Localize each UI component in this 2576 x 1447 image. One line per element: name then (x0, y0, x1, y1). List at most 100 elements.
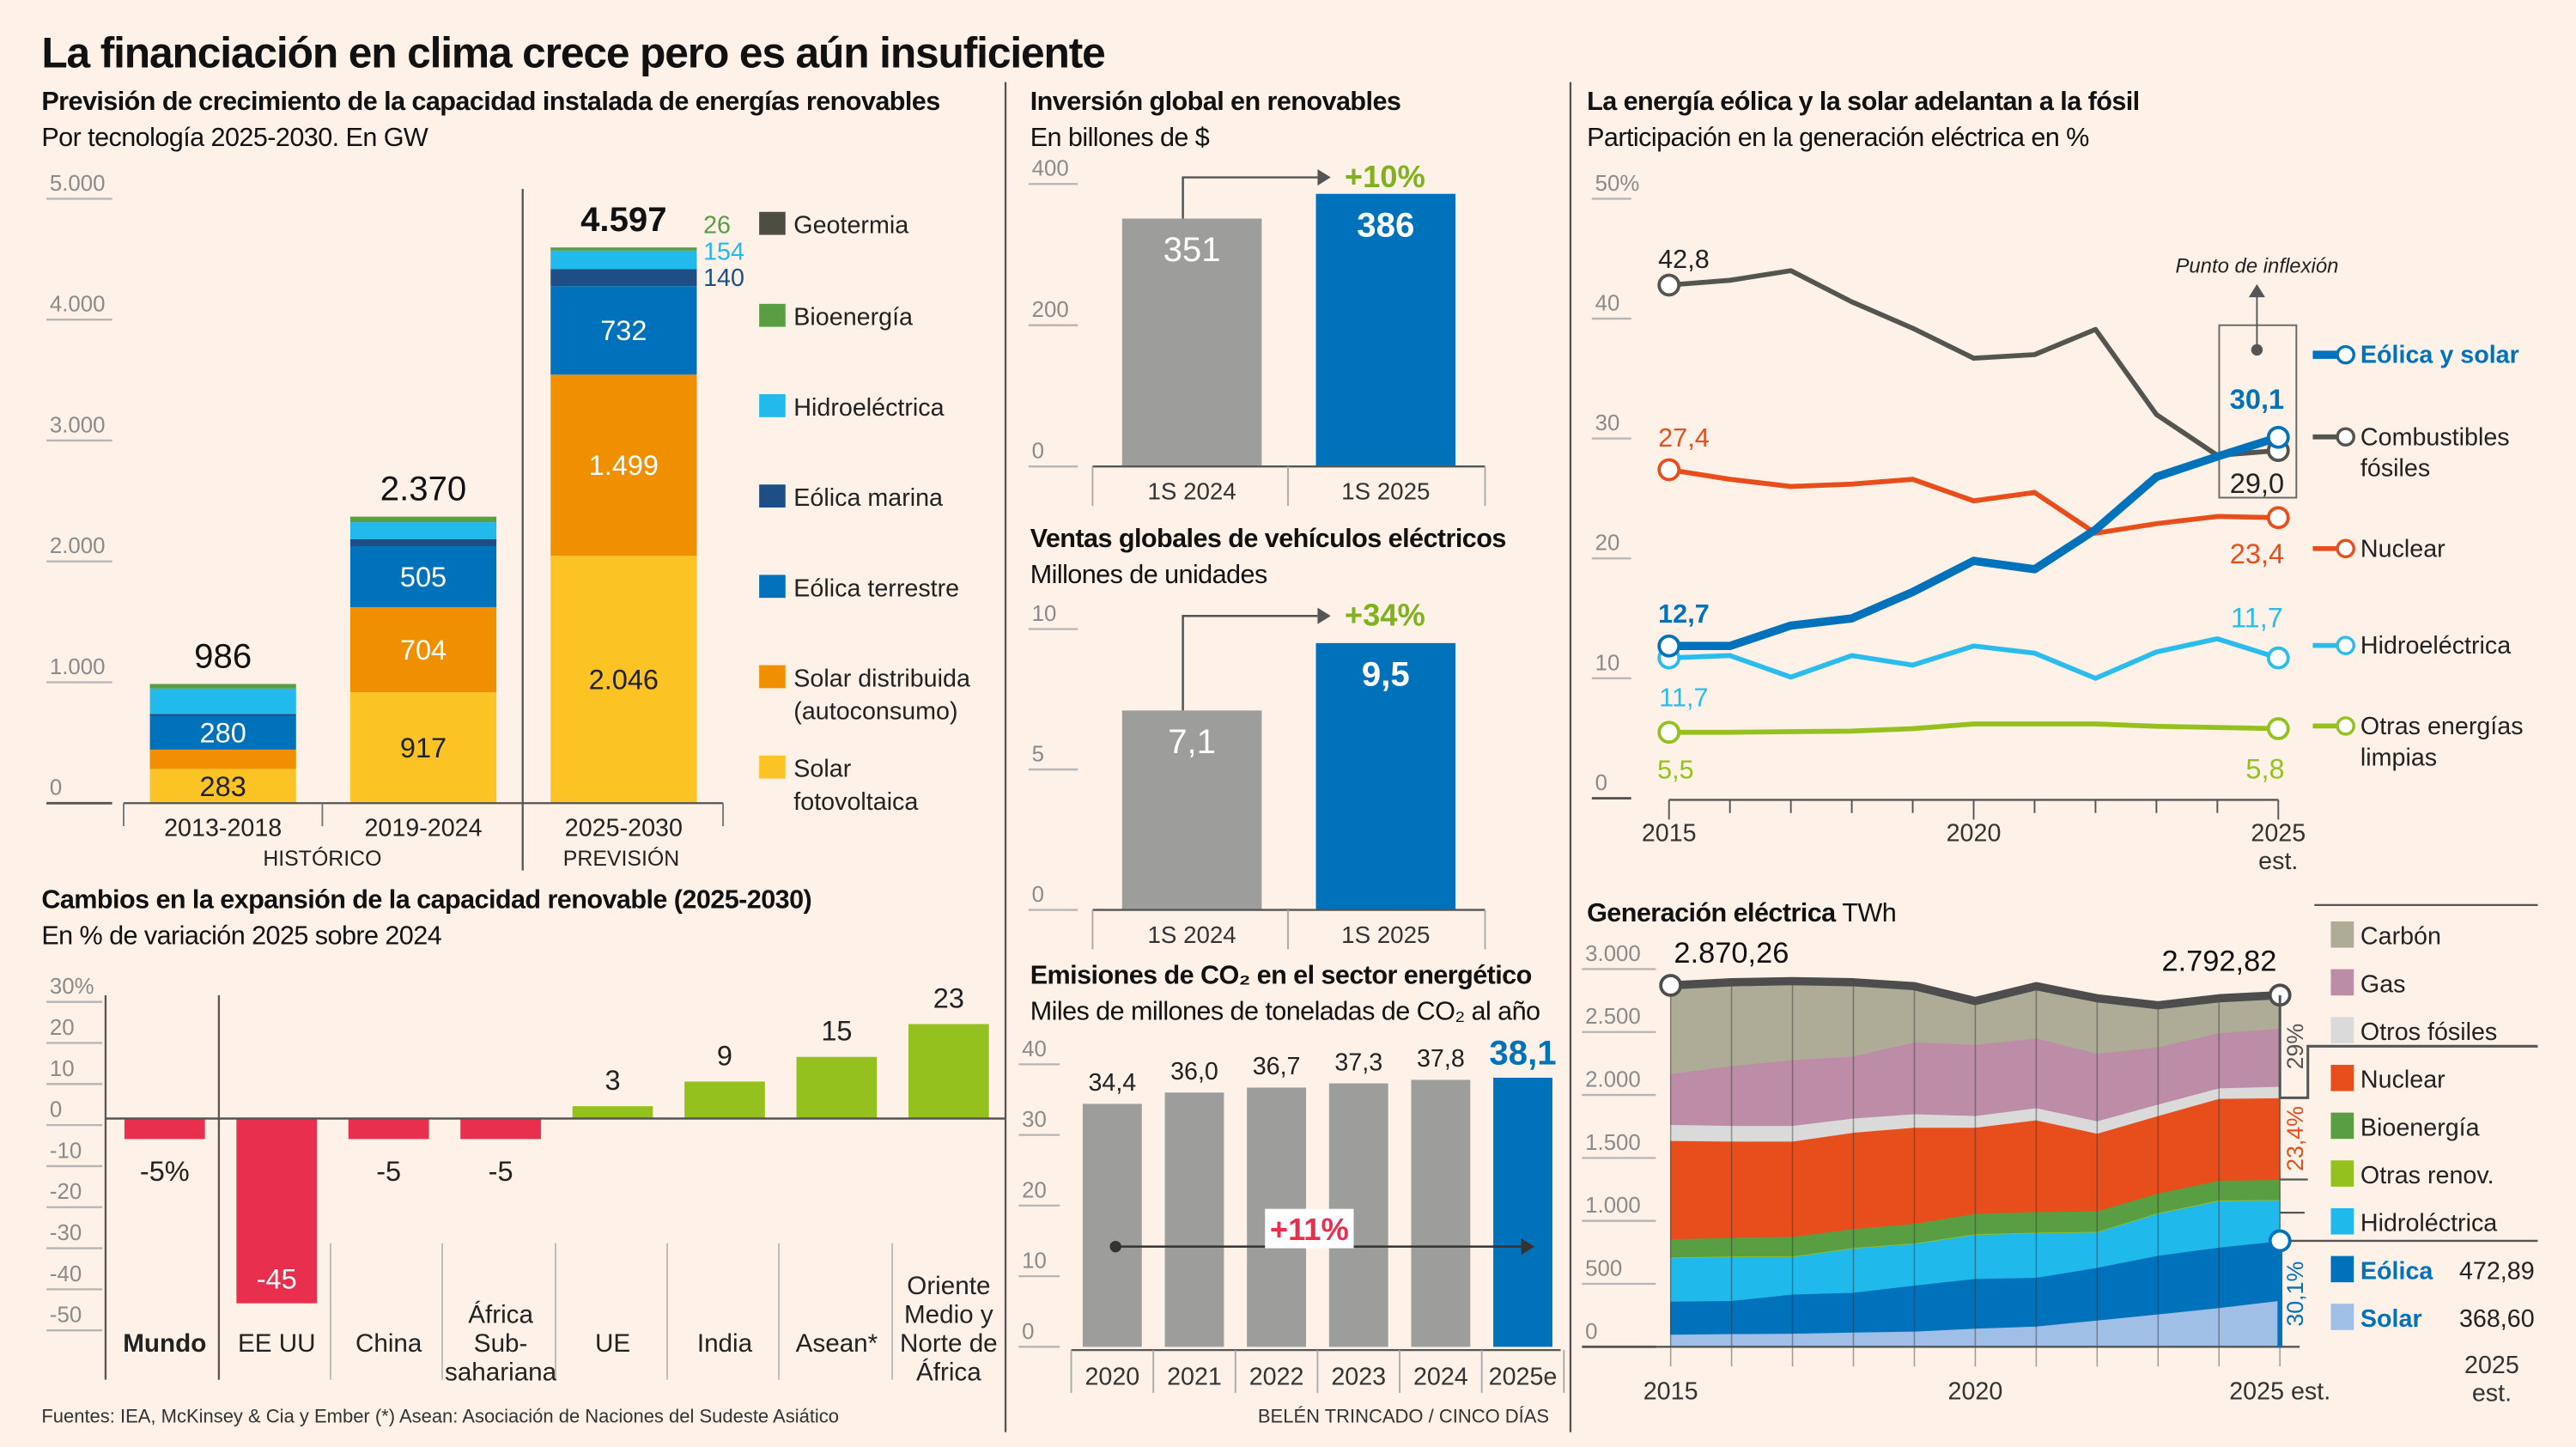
generation-chart-title: Generación eléctrica TWh (1587, 898, 1896, 927)
legend-swatch (2330, 1207, 2354, 1235)
series-endpoint (1657, 458, 1681, 482)
bar-value-label: 732 (600, 315, 647, 346)
x-tick-note: est. (2258, 848, 2298, 875)
x-category-label: EE UU (238, 1329, 316, 1358)
bar-value-label: 9 (717, 1040, 732, 1071)
share-chart-subtitle: Participación en la generación eléctrica… (1587, 123, 2089, 152)
series-endpoint (2266, 506, 2290, 530)
legend-marker (2336, 635, 2355, 655)
series-end-label: 5,8 (2245, 754, 2284, 785)
bar-segment (149, 714, 296, 716)
legend-label-line: Eólica terrestre (793, 575, 959, 602)
series-end-label: 11,7 (2231, 603, 2283, 634)
legend-footer: 2025 (2464, 1352, 2519, 1379)
legend-label-line: Geotermia (793, 212, 908, 240)
y-tick-label: 30 (1595, 411, 1620, 435)
x-category-label: India (697, 1329, 753, 1358)
y-tick-label: 10 (50, 1057, 75, 1081)
bar-value-label: -5% (140, 1156, 190, 1187)
investment-chart: 0 200 400 351 1S 2024 386 1S 2025 +10% (1028, 157, 1486, 507)
bar (1164, 1092, 1224, 1347)
x-category-label: Asean* (796, 1329, 878, 1358)
x-category-label: Norte de (900, 1329, 998, 1358)
x-category-label: 1S 2024 (1147, 921, 1236, 948)
bar-value-label: 9,5 (1362, 655, 1410, 694)
credit: BELÉN TRINCADO / CINCO DÍAS (1258, 1405, 1549, 1426)
y-tick-label: -30 (50, 1221, 82, 1245)
y-tick-label: 4.000 (50, 293, 106, 317)
total-end-label: 2.792,82 (2161, 945, 2276, 977)
bar-value-label: 34,4 (1088, 1069, 1136, 1097)
legend-label-line: Hidroeléctrica (2360, 632, 2511, 660)
co2-emissions-chart: 0 10 20 30 40 34,4 2020 36,0 2021 36,7 2022 37,3 202… (1018, 1034, 1565, 1393)
nuclear-share-label: 23,4% (2282, 1106, 2308, 1171)
legend-label: Otros fósiles (2360, 1018, 2497, 1046)
y-tick-label: 2.500 (1585, 1005, 1641, 1029)
bar-value-label: -5 (489, 1156, 513, 1187)
capacity-chart-subtitle: Por tecnología 2025-2030. En GW (41, 123, 428, 152)
legend-swatch (2330, 1112, 2354, 1140)
total-line (1670, 976, 2281, 1010)
x-category-label: 1S 2025 (1341, 477, 1430, 504)
bar (684, 1081, 765, 1119)
bar-side-value-label: 140 (703, 264, 744, 292)
y-tick-label: 5.000 (50, 172, 106, 196)
y-tick-label: 10 (1022, 1249, 1047, 1274)
arrowhead-icon (2248, 283, 2265, 298)
bar-segment (550, 286, 697, 375)
y-tick-label: 2.000 (50, 534, 106, 558)
y-tick-label: 0 (1032, 883, 1044, 907)
ev-sales-chart: 0 5 10 7,1 1S 2024 9,5 1S 2025 +34% (1028, 598, 1486, 950)
series-start-label: 11,7 (1659, 683, 1708, 712)
legend-swatch (2330, 1160, 2354, 1187)
bar (1315, 642, 1456, 910)
bar-segment (349, 522, 497, 539)
bar (236, 1118, 318, 1304)
change-arrow (1182, 176, 1318, 219)
x-category-label: 2025e (1489, 1363, 1558, 1390)
legend-label: Solar (2360, 1305, 2422, 1333)
y-tick-label: 20 (1595, 532, 1620, 556)
legend-label-line: Nuclear (2360, 535, 2445, 562)
y-tick-label: 0 (1595, 771, 1607, 795)
series-start-label: 5,5 (1657, 756, 1694, 785)
co2-chart-title: Emisiones de CO₂ en el sector energético (1030, 961, 1532, 990)
group-label-historico: HISTÓRICO (263, 846, 381, 871)
y-tick-label: 30% (50, 975, 94, 999)
bar-value-label: 704 (400, 635, 447, 666)
legend-swatch (759, 211, 786, 235)
bar-segment (149, 769, 296, 804)
x-category-label: 2020 (1084, 1363, 1139, 1390)
bar-segment (550, 250, 697, 270)
bar-value-label: 505 (400, 562, 447, 593)
x-tick-label: 2015 (1643, 1378, 1698, 1406)
bar-value-label: 36,7 (1253, 1053, 1301, 1080)
co2-chart-subtitle: Miles de millones de toneladas de CO₂ al… (1030, 997, 1540, 1026)
y-tick-label: 2.000 (1585, 1068, 1641, 1092)
y-tick-label: 30 (1022, 1108, 1047, 1132)
ev-chart-subtitle: Millones de unidades (1030, 560, 1267, 589)
bar (348, 1118, 429, 1140)
bar-segment (149, 688, 296, 714)
bar (796, 1056, 878, 1119)
y-tick-label: 40 (1022, 1037, 1047, 1061)
legend-marker (2336, 716, 2355, 736)
legend-swatch (759, 303, 786, 327)
bar-value-label: 283 (200, 771, 246, 802)
bar-segment (149, 715, 296, 750)
y-tick-label: 1.500 (1585, 1131, 1641, 1155)
series-endpoint (1657, 273, 1681, 297)
investment-chart-subtitle: En billones de $ (1030, 123, 1210, 152)
y-tick-label: 500 (1585, 1256, 1622, 1280)
bar-value-label: 23 (933, 982, 964, 1013)
x-category-label: 2013-2018 (164, 815, 282, 842)
generation-title-unit: TWh (1842, 898, 1896, 927)
legend-label: Bioenergía (2360, 1114, 2480, 1141)
x-category-label: sahariana (445, 1359, 557, 1387)
y-tick-label: 0 (1022, 1320, 1034, 1344)
bar-value-label: 37,8 (1417, 1045, 1465, 1073)
legend-value: 472,89 (2459, 1257, 2535, 1285)
x-tick-label: 2025 (2251, 819, 2306, 847)
bar-segment (349, 545, 497, 608)
